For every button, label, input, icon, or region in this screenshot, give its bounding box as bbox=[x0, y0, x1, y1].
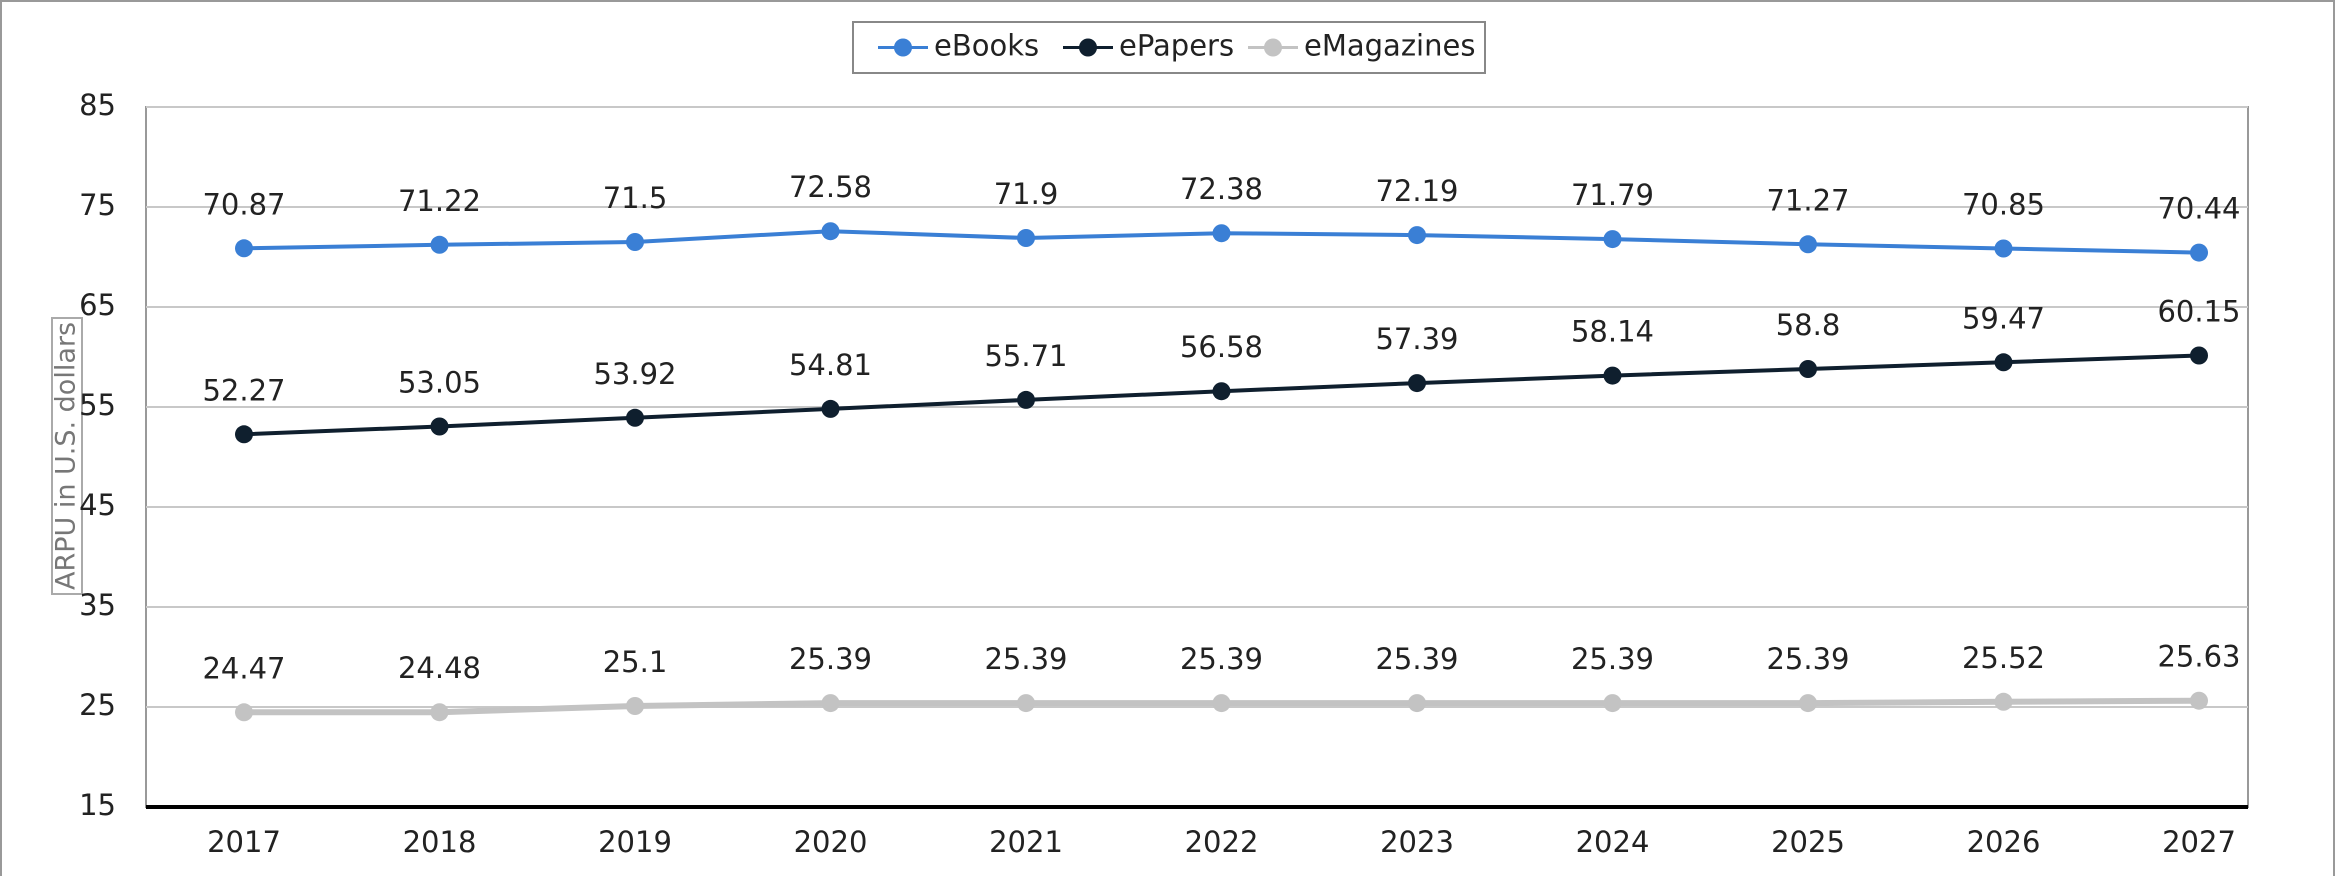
x-tick-label: 2022 bbox=[1185, 825, 1259, 859]
data-label: 72.19 bbox=[1375, 174, 1458, 208]
legend-label: eMagazines bbox=[1304, 29, 1475, 63]
legend-marker bbox=[894, 38, 912, 57]
y-tick-label: 25 bbox=[79, 688, 116, 722]
point bbox=[430, 417, 449, 436]
data-label: 71.5 bbox=[603, 181, 668, 215]
data-label: 25.39 bbox=[1571, 642, 1654, 676]
point bbox=[235, 703, 253, 722]
legend-box bbox=[852, 21, 1486, 74]
data-label: 24.48 bbox=[398, 651, 481, 685]
ylabel-box bbox=[51, 317, 83, 595]
data-label: 25.52 bbox=[1962, 641, 2045, 675]
point bbox=[1799, 235, 1817, 254]
x-tick-label: 2019 bbox=[598, 825, 672, 859]
point bbox=[1603, 366, 1622, 385]
data-label: 25.39 bbox=[1375, 642, 1458, 676]
point bbox=[2190, 691, 2208, 710]
point bbox=[2190, 346, 2208, 365]
point bbox=[1603, 694, 1622, 713]
data-label: 53.05 bbox=[398, 366, 481, 400]
y-tick-label: 85 bbox=[79, 88, 116, 122]
point bbox=[1017, 694, 1035, 713]
data-label: 70.85 bbox=[1962, 188, 2045, 222]
point bbox=[1408, 694, 1426, 713]
x-tick-label: 2027 bbox=[2162, 825, 2236, 859]
legend-label: eBooks bbox=[934, 29, 1039, 63]
point bbox=[821, 222, 840, 241]
data-label: 60.15 bbox=[2157, 295, 2240, 329]
y-tick-label: 65 bbox=[79, 288, 116, 322]
data-label: 56.58 bbox=[1180, 330, 1263, 364]
point bbox=[430, 703, 449, 722]
y-axis-label: ARPU in U.S. dollars bbox=[51, 322, 82, 590]
data-label: 71.9 bbox=[994, 177, 1059, 211]
x-tick-label: 2025 bbox=[1771, 825, 1845, 859]
point bbox=[626, 408, 644, 427]
x-tick-label: 2023 bbox=[1380, 825, 1454, 859]
data-label: 71.27 bbox=[1766, 183, 1849, 217]
data-label: 25.39 bbox=[984, 642, 1067, 676]
data-label: 55.71 bbox=[984, 339, 1067, 373]
data-label: 25.39 bbox=[789, 642, 872, 676]
point bbox=[235, 425, 253, 444]
x-tick-label: 2026 bbox=[1967, 825, 2041, 859]
point bbox=[626, 697, 644, 715]
point bbox=[1799, 360, 1817, 378]
data-label: 71.79 bbox=[1571, 178, 1654, 212]
point bbox=[1799, 694, 1817, 713]
point bbox=[1017, 390, 1035, 409]
legend-marker bbox=[1079, 38, 1097, 57]
x-tick-label: 2021 bbox=[989, 825, 1063, 859]
data-label: 54.81 bbox=[789, 348, 872, 382]
point bbox=[1408, 226, 1426, 245]
point bbox=[235, 239, 253, 258]
y-tick-label: 15 bbox=[79, 788, 116, 822]
x-tick-label: 2018 bbox=[403, 825, 477, 859]
x-tick-label: 2024 bbox=[1576, 825, 1650, 859]
x-tick-label: 2017 bbox=[207, 825, 281, 859]
data-label: 25.63 bbox=[2157, 640, 2240, 674]
point bbox=[430, 235, 449, 254]
data-label: 52.27 bbox=[202, 373, 285, 407]
point bbox=[1212, 694, 1231, 713]
data-label: 58.14 bbox=[1571, 315, 1654, 349]
x-tick-label: 2020 bbox=[794, 825, 868, 859]
point bbox=[1408, 374, 1426, 393]
point bbox=[1212, 382, 1231, 401]
point bbox=[821, 694, 840, 713]
point bbox=[1603, 230, 1622, 249]
data-label: 70.87 bbox=[202, 187, 285, 221]
data-label: 72.58 bbox=[789, 170, 872, 204]
data-label: 58.8 bbox=[1776, 308, 1841, 342]
y-tick-label: 45 bbox=[79, 488, 116, 522]
data-label: 25.39 bbox=[1180, 642, 1263, 676]
data-label: 70.44 bbox=[2157, 192, 2240, 226]
point bbox=[1994, 239, 2013, 258]
data-label: 25.1 bbox=[603, 645, 668, 679]
y-tick-label: 55 bbox=[79, 388, 116, 422]
data-label: 57.39 bbox=[1375, 322, 1458, 356]
data-label: 59.47 bbox=[1962, 301, 2045, 335]
point bbox=[2190, 243, 2208, 262]
legend-marker bbox=[1264, 38, 1282, 57]
y-tick-label: 75 bbox=[79, 188, 116, 222]
data-label: 25.39 bbox=[1766, 642, 1849, 676]
point bbox=[821, 399, 840, 418]
legend-label: ePapers bbox=[1119, 29, 1234, 63]
point bbox=[1212, 224, 1231, 243]
point bbox=[626, 233, 644, 251]
data-label: 71.22 bbox=[398, 184, 481, 218]
point bbox=[1994, 692, 2013, 711]
y-tick-label: 35 bbox=[79, 588, 116, 622]
data-label: 24.47 bbox=[202, 651, 285, 685]
data-label: 72.38 bbox=[1180, 172, 1263, 206]
point bbox=[1994, 353, 2013, 372]
point bbox=[1017, 229, 1035, 247]
data-label: 53.92 bbox=[593, 357, 676, 391]
